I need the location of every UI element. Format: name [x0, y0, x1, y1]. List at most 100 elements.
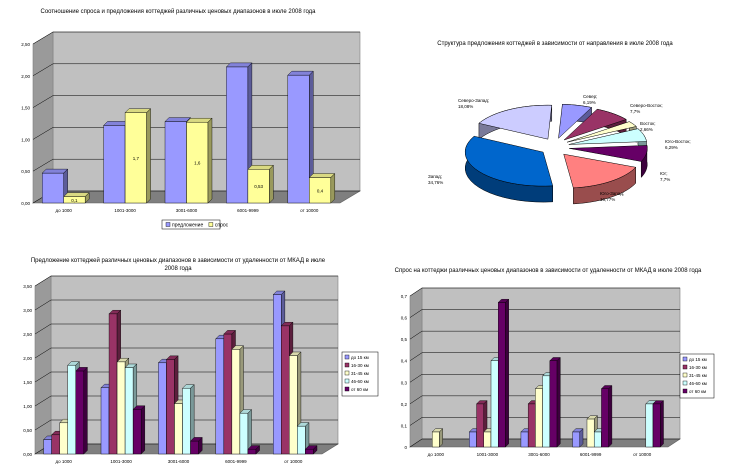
- legend-swatch: [682, 356, 688, 362]
- bar: [289, 355, 298, 455]
- data-label: 0,4: [317, 188, 324, 193]
- gridline: [32, 127, 360, 140]
- x-tick-label: 6001-9999: [237, 208, 259, 213]
- bar: [174, 403, 183, 455]
- pie-slice: [567, 121, 637, 143]
- bar: [215, 338, 225, 455]
- supply-by-distance-chart: Предложение коттеджей различных ценовых …: [23, 257, 379, 464]
- bar: [549, 360, 558, 448]
- bar: [158, 362, 167, 455]
- y-tick-label: 2,00: [23, 356, 32, 361]
- bar: [166, 359, 175, 455]
- pie-slice: [568, 128, 647, 145]
- demand-by-distance-chart: Спрос на коттеджи различных ценовых диап…: [395, 268, 715, 457]
- y-tick-label: 0,7: [401, 294, 408, 299]
- bar: [652, 403, 661, 448]
- legend-label: 31-45 км: [689, 373, 707, 378]
- plot-side-wall: [34, 275, 52, 455]
- pie-label: Запад;: [428, 174, 442, 179]
- direction-pie-chart: Структура предложения коттеджей в зависи…: [428, 40, 691, 205]
- bar-side: [313, 445, 318, 455]
- chart-title-line: 2008 года: [164, 266, 192, 272]
- legend-swatch: [344, 378, 350, 384]
- y-tick-label: 0,00: [23, 452, 32, 457]
- pie-percent: 7,7%: [630, 109, 640, 114]
- gridline: [409, 330, 680, 340]
- x-tick-label: 6001-9999: [225, 459, 247, 464]
- chart-title-line: Предложение коттеджей различных ценовых …: [31, 257, 326, 264]
- chart-title: Структура предложения коттеджей в зависи…: [437, 40, 673, 47]
- pie-label: Юг;: [660, 171, 667, 176]
- chart-title: Предложение коттеджей различных ценовых …: [31, 257, 326, 272]
- bar: [116, 361, 126, 455]
- x-tick-label: от 10000: [300, 208, 319, 213]
- bar-side: [84, 192, 90, 204]
- legend-label: от 60 км: [689, 389, 706, 394]
- gridline: [409, 309, 680, 318]
- pie-label: Восток;: [640, 121, 656, 126]
- legend-swatch: [682, 380, 688, 386]
- legend-label: предложение: [172, 223, 203, 229]
- data-label: 1,6: [194, 161, 201, 166]
- legend-swatch: [165, 222, 171, 227]
- legend-label: 46-60 км: [351, 379, 369, 384]
- bar-side: [207, 117, 213, 204]
- chart-title-line: Структура предложения коттеджей в зависи…: [437, 40, 673, 47]
- bar: [483, 431, 492, 448]
- bar-top: [63, 192, 90, 197]
- gridline: [409, 374, 680, 383]
- bar: [431, 431, 440, 448]
- bar: [226, 66, 249, 204]
- legend-label: до 15 км: [351, 355, 369, 360]
- bar: [469, 431, 477, 448]
- gridline: [32, 95, 360, 108]
- y-tick-label: 0,50: [21, 169, 30, 174]
- pie-label: Юго-Запад;: [600, 191, 624, 196]
- y-tick-label: 0,3: [401, 380, 408, 385]
- pie-slice: [563, 108, 627, 141]
- legend-swatch: [682, 388, 688, 394]
- bar-side: [330, 173, 335, 204]
- x-tick-label: 1001-3000: [110, 459, 132, 464]
- bar: [520, 431, 529, 448]
- bar: [305, 449, 314, 455]
- bar-side: [83, 366, 88, 455]
- y-tick-label: 0,1: [401, 423, 408, 428]
- bar: [535, 388, 543, 448]
- x-tick-label: до 1000: [56, 208, 73, 213]
- chart-title-line: Спрос на коттеджи различных ценовых диап…: [395, 268, 702, 274]
- y-tick-label: 0,6: [401, 316, 408, 321]
- bar: [108, 313, 118, 455]
- pie-percent: 2,66%: [640, 127, 653, 132]
- bar: [67, 365, 76, 455]
- x-tick-label: до 1000: [428, 452, 445, 457]
- bar: [247, 449, 257, 455]
- legend-swatch: [344, 370, 350, 376]
- supply-demand-chart: Соотношение спроса и предложения коттедж…: [21, 8, 362, 230]
- pie-percent: 6,29%: [665, 145, 678, 150]
- x-tick-label: 6001-9999: [580, 452, 602, 457]
- pie-percent: 16,77%: [600, 197, 615, 202]
- bar-top: [308, 173, 336, 178]
- bar: [490, 360, 499, 448]
- bar: [223, 333, 233, 455]
- pie-slice: [464, 135, 554, 187]
- chart-title-line: Соотношение спроса и предложения коттедж…: [40, 8, 316, 15]
- chart-title: Соотношение спроса и предложения коттедж…: [40, 8, 316, 15]
- bar-top: [247, 165, 274, 170]
- y-tick-label: 0: [404, 445, 407, 450]
- bar: [103, 125, 126, 204]
- bar-side: [608, 385, 613, 448]
- bar: [601, 388, 609, 448]
- x-tick-label: до 1000: [56, 459, 73, 464]
- y-tick-label: 3,50: [23, 284, 32, 289]
- legend-label: 46-60 км: [689, 381, 707, 386]
- data-label: 0,53: [254, 184, 263, 189]
- pie-slice: [478, 104, 553, 140]
- legend-swatch: [344, 354, 350, 360]
- bar: [542, 375, 551, 448]
- bar: [51, 434, 60, 455]
- bar-top: [164, 117, 191, 122]
- y-tick-label: 0,50: [23, 428, 32, 433]
